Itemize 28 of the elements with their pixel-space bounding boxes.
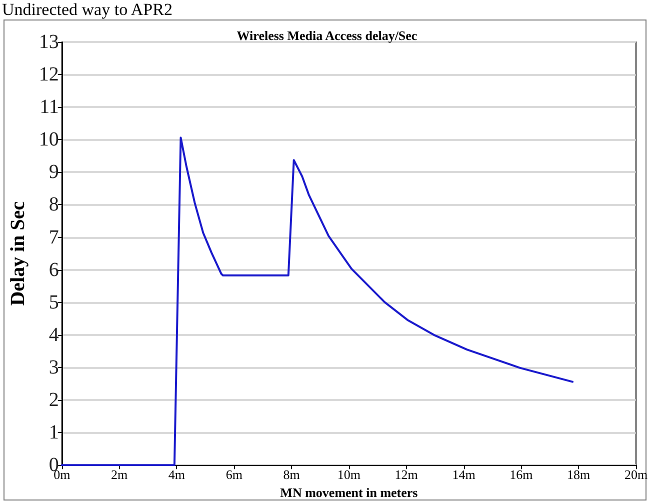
y-tick-label: 5 bbox=[48, 291, 59, 314]
x-tick-label: 16m bbox=[510, 467, 533, 482]
x-tick-label: 18m bbox=[567, 467, 590, 482]
chart-title: Wireless Media Access delay/Sec bbox=[236, 28, 418, 43]
x-tick-label: 6m bbox=[226, 467, 242, 482]
y-tick-label: 3 bbox=[48, 356, 59, 378]
line-series bbox=[60, 136, 574, 466]
x-axis-title: MN movement in meters bbox=[280, 485, 418, 500]
y-tick-label: 1 bbox=[48, 422, 59, 444]
y-tick-label: 7 bbox=[48, 226, 59, 248]
x-tick-label: 8m bbox=[283, 467, 300, 482]
x-tick-label: 14m bbox=[452, 467, 476, 482]
x-tick-label: 2m bbox=[110, 467, 128, 482]
x-tick-label: 20m bbox=[624, 467, 648, 482]
y-axis-title: Delay in Sec bbox=[7, 201, 29, 306]
text: Undirected way to APR2 bbox=[2, 0, 172, 19]
y-tick-label: 13 bbox=[38, 31, 59, 53]
y-tick-label: 9 bbox=[48, 161, 59, 184]
y-tick-label: 11 bbox=[40, 96, 59, 118]
y-tick-label: 12 bbox=[38, 64, 59, 86]
x-tick-label: 12m bbox=[394, 467, 418, 482]
x-tick-label: 4m bbox=[168, 467, 186, 482]
y-tick-label: 2 bbox=[48, 389, 59, 412]
x-tick-label: 10m bbox=[337, 467, 361, 482]
y-tick-label: 8 bbox=[48, 194, 59, 216]
y-tick-label: 4 bbox=[48, 324, 59, 346]
y-tick-label: 10 bbox=[38, 128, 59, 151]
y-tick-label: 6 bbox=[48, 258, 59, 281]
